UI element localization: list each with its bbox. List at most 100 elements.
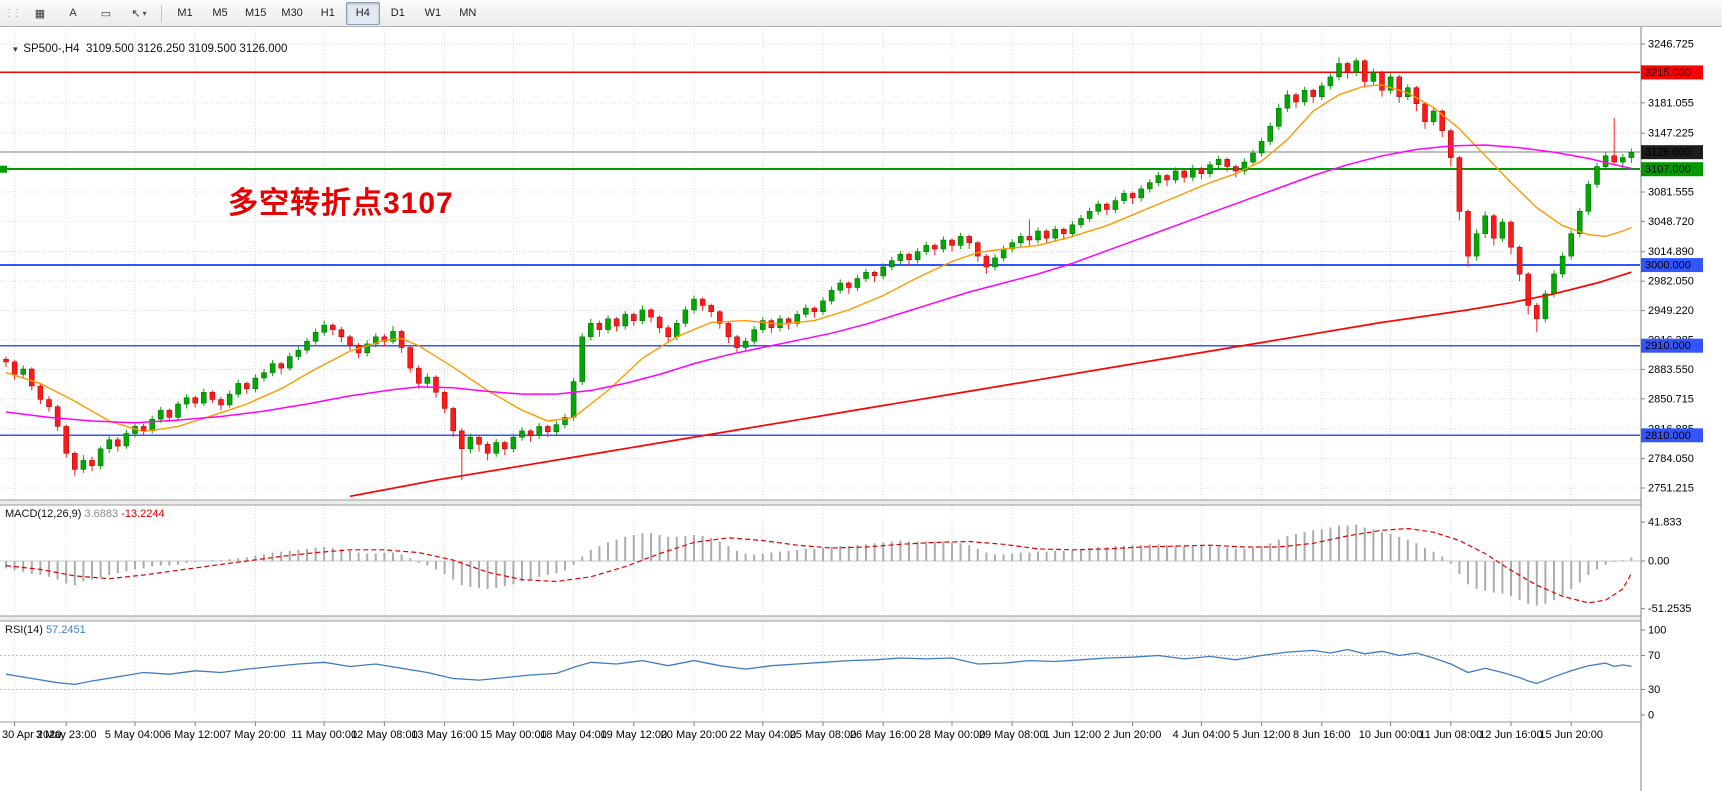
time-axis-label: 18 May 04:00 <box>540 729 607 741</box>
time-axis-label: 15 Jun 20:00 <box>1539 729 1603 741</box>
green-line-anchor-marker <box>0 165 7 173</box>
price-tag-label: 3215.000 <box>1645 67 1691 79</box>
chart-shift-icon: ▼ <box>11 45 20 54</box>
price-tag <box>1641 428 1703 443</box>
price-axis-label: 3081.555 <box>1648 187 1694 199</box>
rsi-panel[interactable] <box>0 648 1640 690</box>
macd-main-value: 3.6883 <box>84 508 119 520</box>
macd-panel[interactable] <box>0 524 1640 606</box>
time-axis-label: 5 May 04:00 <box>105 729 166 741</box>
chart-annotation-text: 多空转折点3107 <box>228 187 454 220</box>
rsi-line <box>5 648 1632 686</box>
time-axis-label: 15 May 00:00 <box>480 729 547 741</box>
macd-axis-label: 0.00 <box>1648 556 1669 568</box>
time-axis-label: 19 May 12:00 <box>600 729 667 741</box>
rsi-value: 57.2451 <box>45 624 86 636</box>
rsi-axis-label: 100 <box>1648 625 1666 637</box>
time-axis-label: 11 May 00:00 <box>291 729 357 741</box>
macd-indicator-label: MACD(12,26,9) 3.6883 -13.2244 <box>5 508 165 520</box>
ma-fast-orange-line <box>5 84 1632 433</box>
price-axis[interactable]: 3246.725 3181.055 3147.225 3081.555 3048.720… <box>1640 27 1722 791</box>
price-axis-label: 2751.215 <box>1648 483 1694 495</box>
price-axis-label: 3246.725 <box>1648 39 1694 51</box>
timeframe-button-h4[interactable]: H4 <box>345 1 380 25</box>
timeframe-button-w1[interactable]: W1 <box>424 7 442 19</box>
vertical-gridlines <box>14 29 1572 722</box>
price-tag-label: 2810.000 <box>1645 430 1691 442</box>
toolbar: ⋮⋮ ▦ A ▭ ↖ ▾ M1 M5 M15 M30 H1 H4 D1 W1 MN <box>0 0 1722 27</box>
rsi-indicator-label: RSI(14) 57.2451 <box>5 624 86 636</box>
chart-symbol-header: ▼ SP500-,H4 3109.500 3126.250 3109.500 31… <box>5 31 287 55</box>
timeframe-button-d1[interactable]: D1 <box>390 7 405 19</box>
price-tag <box>1641 145 1703 160</box>
toolbar-drag-handle[interactable]: ⋮⋮ <box>4 7 22 19</box>
macd-axis-label: -51.2535 <box>1648 603 1691 615</box>
macd-title: MACD(12,26,9) <box>5 508 82 520</box>
time-axis-label: 26 May 16:00 <box>850 729 917 741</box>
price-tag <box>1641 162 1703 177</box>
annotate-a-button[interactable]: A <box>69 7 77 19</box>
horizontal-level-lines <box>0 71 1640 437</box>
price-tag <box>1641 258 1703 273</box>
price-axis-label: 3181.055 <box>1648 97 1694 109</box>
time-axis-label: 6 May 12:00 <box>165 729 226 741</box>
time-axis-label: 28 May 00:00 <box>919 729 986 741</box>
price-axis-label: 2883.550 <box>1648 364 1694 376</box>
time-axis-label: 10 Jun 00:00 <box>1359 729 1423 741</box>
time-axis-label: 22 May 04:00 <box>729 729 796 741</box>
time-axis-label: 13 May 16:00 <box>411 729 478 741</box>
chevron-down-icon: ▾ <box>142 8 147 18</box>
rsi-title: RSI(14) <box>5 624 43 636</box>
price-axis-label: 2949.220 <box>1648 305 1694 317</box>
time-axis-label: 4 Jun 04:00 <box>1173 729 1231 741</box>
price-axis-label: 3048.720 <box>1648 216 1694 228</box>
rsi-axis-label: 30 <box>1648 684 1660 696</box>
price-tag <box>1641 65 1703 80</box>
timeframe-button-m30[interactable]: M30 <box>281 7 303 19</box>
time-axis-label: 25 May 08:00 <box>790 729 857 741</box>
rsi-axis-label: 0 <box>1648 710 1654 722</box>
time-axis-label: 29 May 08:00 <box>979 729 1046 741</box>
ma-medium-magenta-line <box>5 144 1632 424</box>
time-axis-label: 2 Jun 20:00 <box>1104 729 1162 741</box>
time-axis-label: 5 Jun 12:00 <box>1233 729 1291 741</box>
ma-slow-red-line <box>349 271 1632 498</box>
time-axis-label: 8 Jun 16:00 <box>1293 729 1351 741</box>
panel-separators[interactable] <box>0 499 1722 723</box>
time-axis-label: 12 May 08:00 <box>351 729 418 741</box>
timeframe-button-mn[interactable]: MN <box>459 7 477 19</box>
price-axis-label: 2850.715 <box>1648 393 1694 405</box>
timeframe-button-m5[interactable]: M5 <box>212 7 228 19</box>
time-axis-label: 11 Jun 08:00 <box>1419 729 1482 741</box>
time-axis-label: 20 May 20:00 <box>661 729 728 741</box>
timeframe-button-m1[interactable]: M1 <box>177 7 193 19</box>
chart-type-icon[interactable]: ▦ <box>34 7 46 20</box>
time-axis-label: 7 May 20:00 <box>225 729 286 741</box>
price-axis-label: 3014.890 <box>1648 246 1694 258</box>
cursor-tool-icon[interactable]: ↖ ▾ <box>131 7 147 20</box>
macd-axis-label: 41.833 <box>1648 517 1682 529</box>
price-axis-label: 2784.050 <box>1648 453 1694 465</box>
price-tag-label: 3126.000 <box>1645 147 1691 159</box>
time-axis-label: 3 May 23:00 <box>36 729 97 741</box>
toolbar-separator <box>161 4 162 22</box>
time-axis-label: 12 Jun 16:00 <box>1479 729 1543 741</box>
price-axis-label: 2982.050 <box>1648 276 1694 288</box>
time-axis-label: 1 Jun 12:00 <box>1044 729 1102 741</box>
price-tag-label: 2910.000 <box>1645 340 1691 352</box>
candlestick-series <box>3 57 1635 481</box>
symbol-ohlc-text: SP500-,H4 3109.500 3126.250 3109.500 312… <box>23 43 288 55</box>
price-tag-label: 3000.000 <box>1645 260 1691 272</box>
timeframe-button-h1[interactable]: H1 <box>320 7 335 19</box>
price-tag <box>1641 338 1703 353</box>
time-axis-label: 30 Apr 2020 <box>2 729 61 741</box>
price-tag-label: 3107.000 <box>1645 164 1691 176</box>
macd-signal-value: -13.2244 <box>121 508 165 520</box>
price-axis-label: 3147.225 <box>1648 128 1694 140</box>
timeframe-button-m15[interactable]: M15 <box>245 7 267 19</box>
text-label-icon[interactable]: ▭ <box>100 7 112 20</box>
rsi-axis-label: 70 <box>1648 650 1660 662</box>
macd-signal-line <box>5 527 1632 604</box>
